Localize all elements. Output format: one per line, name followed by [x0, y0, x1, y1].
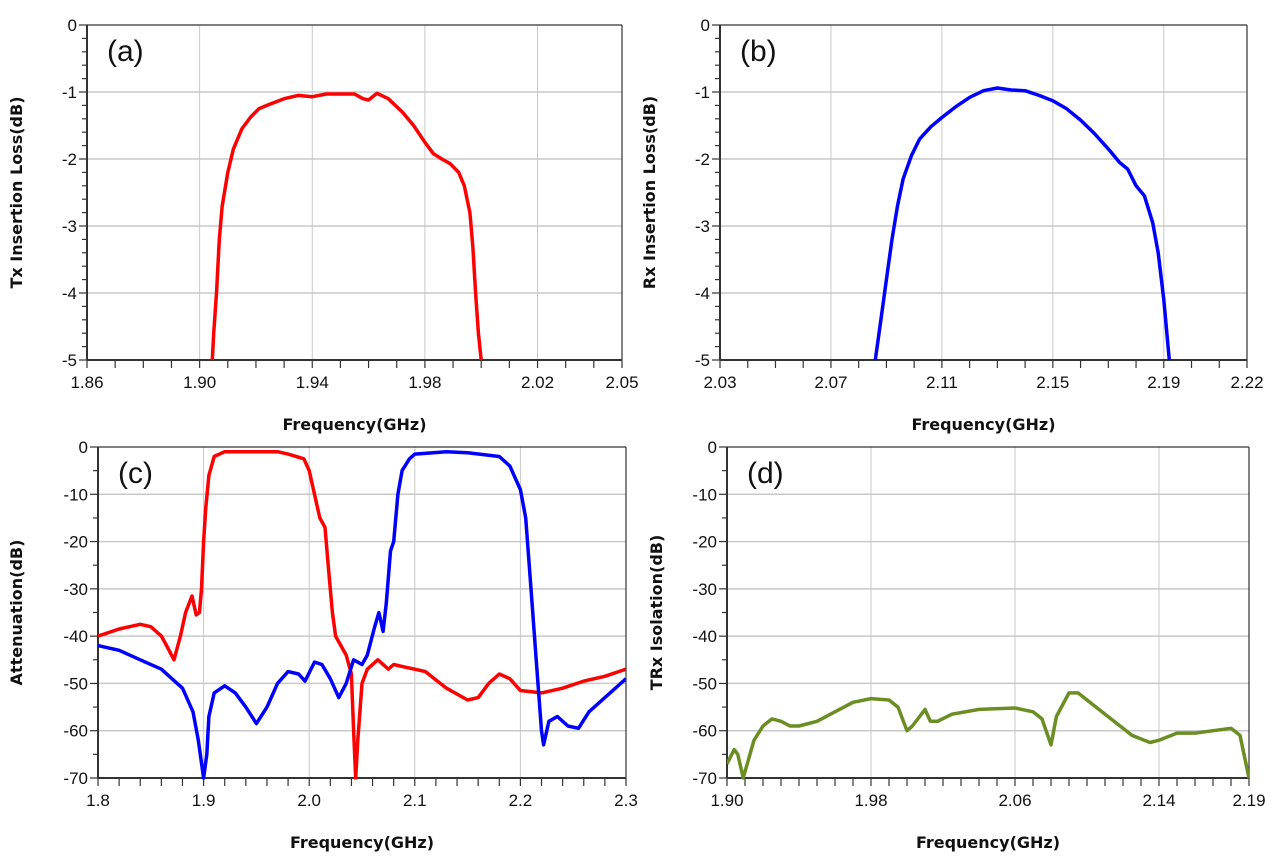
y-tick-label: -3 — [695, 217, 710, 236]
x-tick-label: 2.15 — [1036, 373, 1069, 392]
x-tick-label: 1.8 — [86, 791, 110, 810]
panel-label: (a) — [107, 35, 144, 68]
y-tick-label: 0 — [708, 438, 717, 457]
y-tick-label: -10 — [692, 485, 717, 504]
x-tick-label: 2.03 — [703, 373, 736, 392]
x-tick-label: 2.3 — [614, 791, 638, 810]
y-tick-label: -1 — [62, 83, 77, 102]
y-axis-title: Rx Insertion Loss(dB) — [640, 96, 659, 289]
y-tick-label: 0 — [701, 16, 710, 35]
y-tick-label: -50 — [692, 674, 717, 693]
x-tick-label: 2.07 — [814, 373, 847, 392]
x-tick-label: 1.90 — [710, 791, 743, 810]
y-tick-label: -20 — [63, 533, 88, 552]
x-tick-label: 2.19 — [1232, 791, 1265, 810]
chart-panel-b: 2.03 2.07 2.11 2.15 2.19 2.22 0 -1 -2 -3 -4 -5 Frequ… — [640, 16, 1264, 434]
x-tick-label: 2.06 — [998, 791, 1031, 810]
y-tick-label: -10 — [63, 485, 88, 504]
x-axis-title: Frequency(GHz) — [916, 833, 1060, 852]
x-tick-label: 2.14 — [1142, 791, 1175, 810]
y-tick-label: -30 — [63, 580, 88, 599]
y-axis-title: Tx Insertion Loss(dB) — [7, 96, 26, 288]
x-tick-label: 1.86 — [70, 373, 103, 392]
x-tick-label: 2.02 — [521, 373, 554, 392]
x-tick-label: 2.05 — [605, 373, 638, 392]
series-line-tx — [210, 91, 483, 361]
y-tick-label: -70 — [63, 769, 88, 788]
y-tick-label: -4 — [695, 284, 710, 303]
x-tick-label: 2.2 — [509, 791, 533, 810]
x-tick-label: 1.98 — [408, 373, 441, 392]
x-tick-label: 1.9 — [192, 791, 216, 810]
y-tick-label: 0 — [68, 16, 77, 35]
x-tick-label: 1.94 — [296, 373, 329, 392]
x-tick-label: 2.1 — [403, 791, 427, 810]
x-axis-title: Frequency(GHz) — [282, 415, 426, 434]
y-tick-label: -4 — [62, 284, 77, 303]
panel-label: (b) — [740, 35, 777, 68]
x-tick-label: 2.11 — [926, 373, 958, 392]
y-tick-label: -1 — [695, 83, 710, 102]
series-line-rx — [98, 449, 626, 780]
y-tick-label: -20 — [692, 533, 717, 552]
y-tick-label: -50 — [63, 674, 88, 693]
x-tick-label: 2.0 — [297, 791, 321, 810]
series-line-isolation — [727, 691, 1249, 780]
chart-panel-a: 1.86 1.90 1.94 1.98 2.02 2.05 0 -1 -2 -3 -4 -5 Frequ… — [7, 16, 639, 434]
x-tick-label: 1.98 — [854, 791, 887, 810]
x-tick-label: 2.22 — [1230, 373, 1263, 392]
series-line-rx — [873, 86, 1172, 361]
y-tick-label: -60 — [692, 722, 717, 741]
y-axis-title: TRx Isolation(dB) — [647, 535, 666, 691]
y-tick-label: -2 — [695, 150, 710, 169]
y-tick-label: -40 — [63, 627, 88, 646]
y-axis-title: Attenuation(dB) — [7, 540, 26, 686]
y-tick-label: 0 — [79, 438, 88, 457]
y-tick-label: -30 — [692, 580, 717, 599]
y-tick-label: -2 — [62, 150, 77, 169]
x-axis-title: Frequency(GHz) — [290, 833, 434, 852]
y-tick-label: -60 — [63, 722, 88, 741]
y-tick-label: -3 — [62, 217, 77, 236]
x-axis-title: Frequency(GHz) — [911, 415, 1055, 434]
y-tick-label: -5 — [695, 351, 710, 370]
y-tick-label: -70 — [692, 769, 717, 788]
x-tick-label: 1.90 — [183, 373, 216, 392]
x-tick-label: 2.19 — [1147, 373, 1180, 392]
y-tick-label: -40 — [692, 627, 717, 646]
panel-label: (d) — [747, 457, 784, 490]
panel-label: (c) — [118, 457, 153, 490]
chart-panel-d: 1.90 1.98 2.06 2.14 2.19 0 -10 -20 -30 -40 -50 -60 -… — [647, 438, 1266, 852]
chart-panel-c: 1.8 1.9 2.0 2.1 2.2 2.3 0 -10 -20 -30 -40 -50 -60 -70… — [7, 438, 638, 852]
y-tick-label: -5 — [62, 351, 77, 370]
